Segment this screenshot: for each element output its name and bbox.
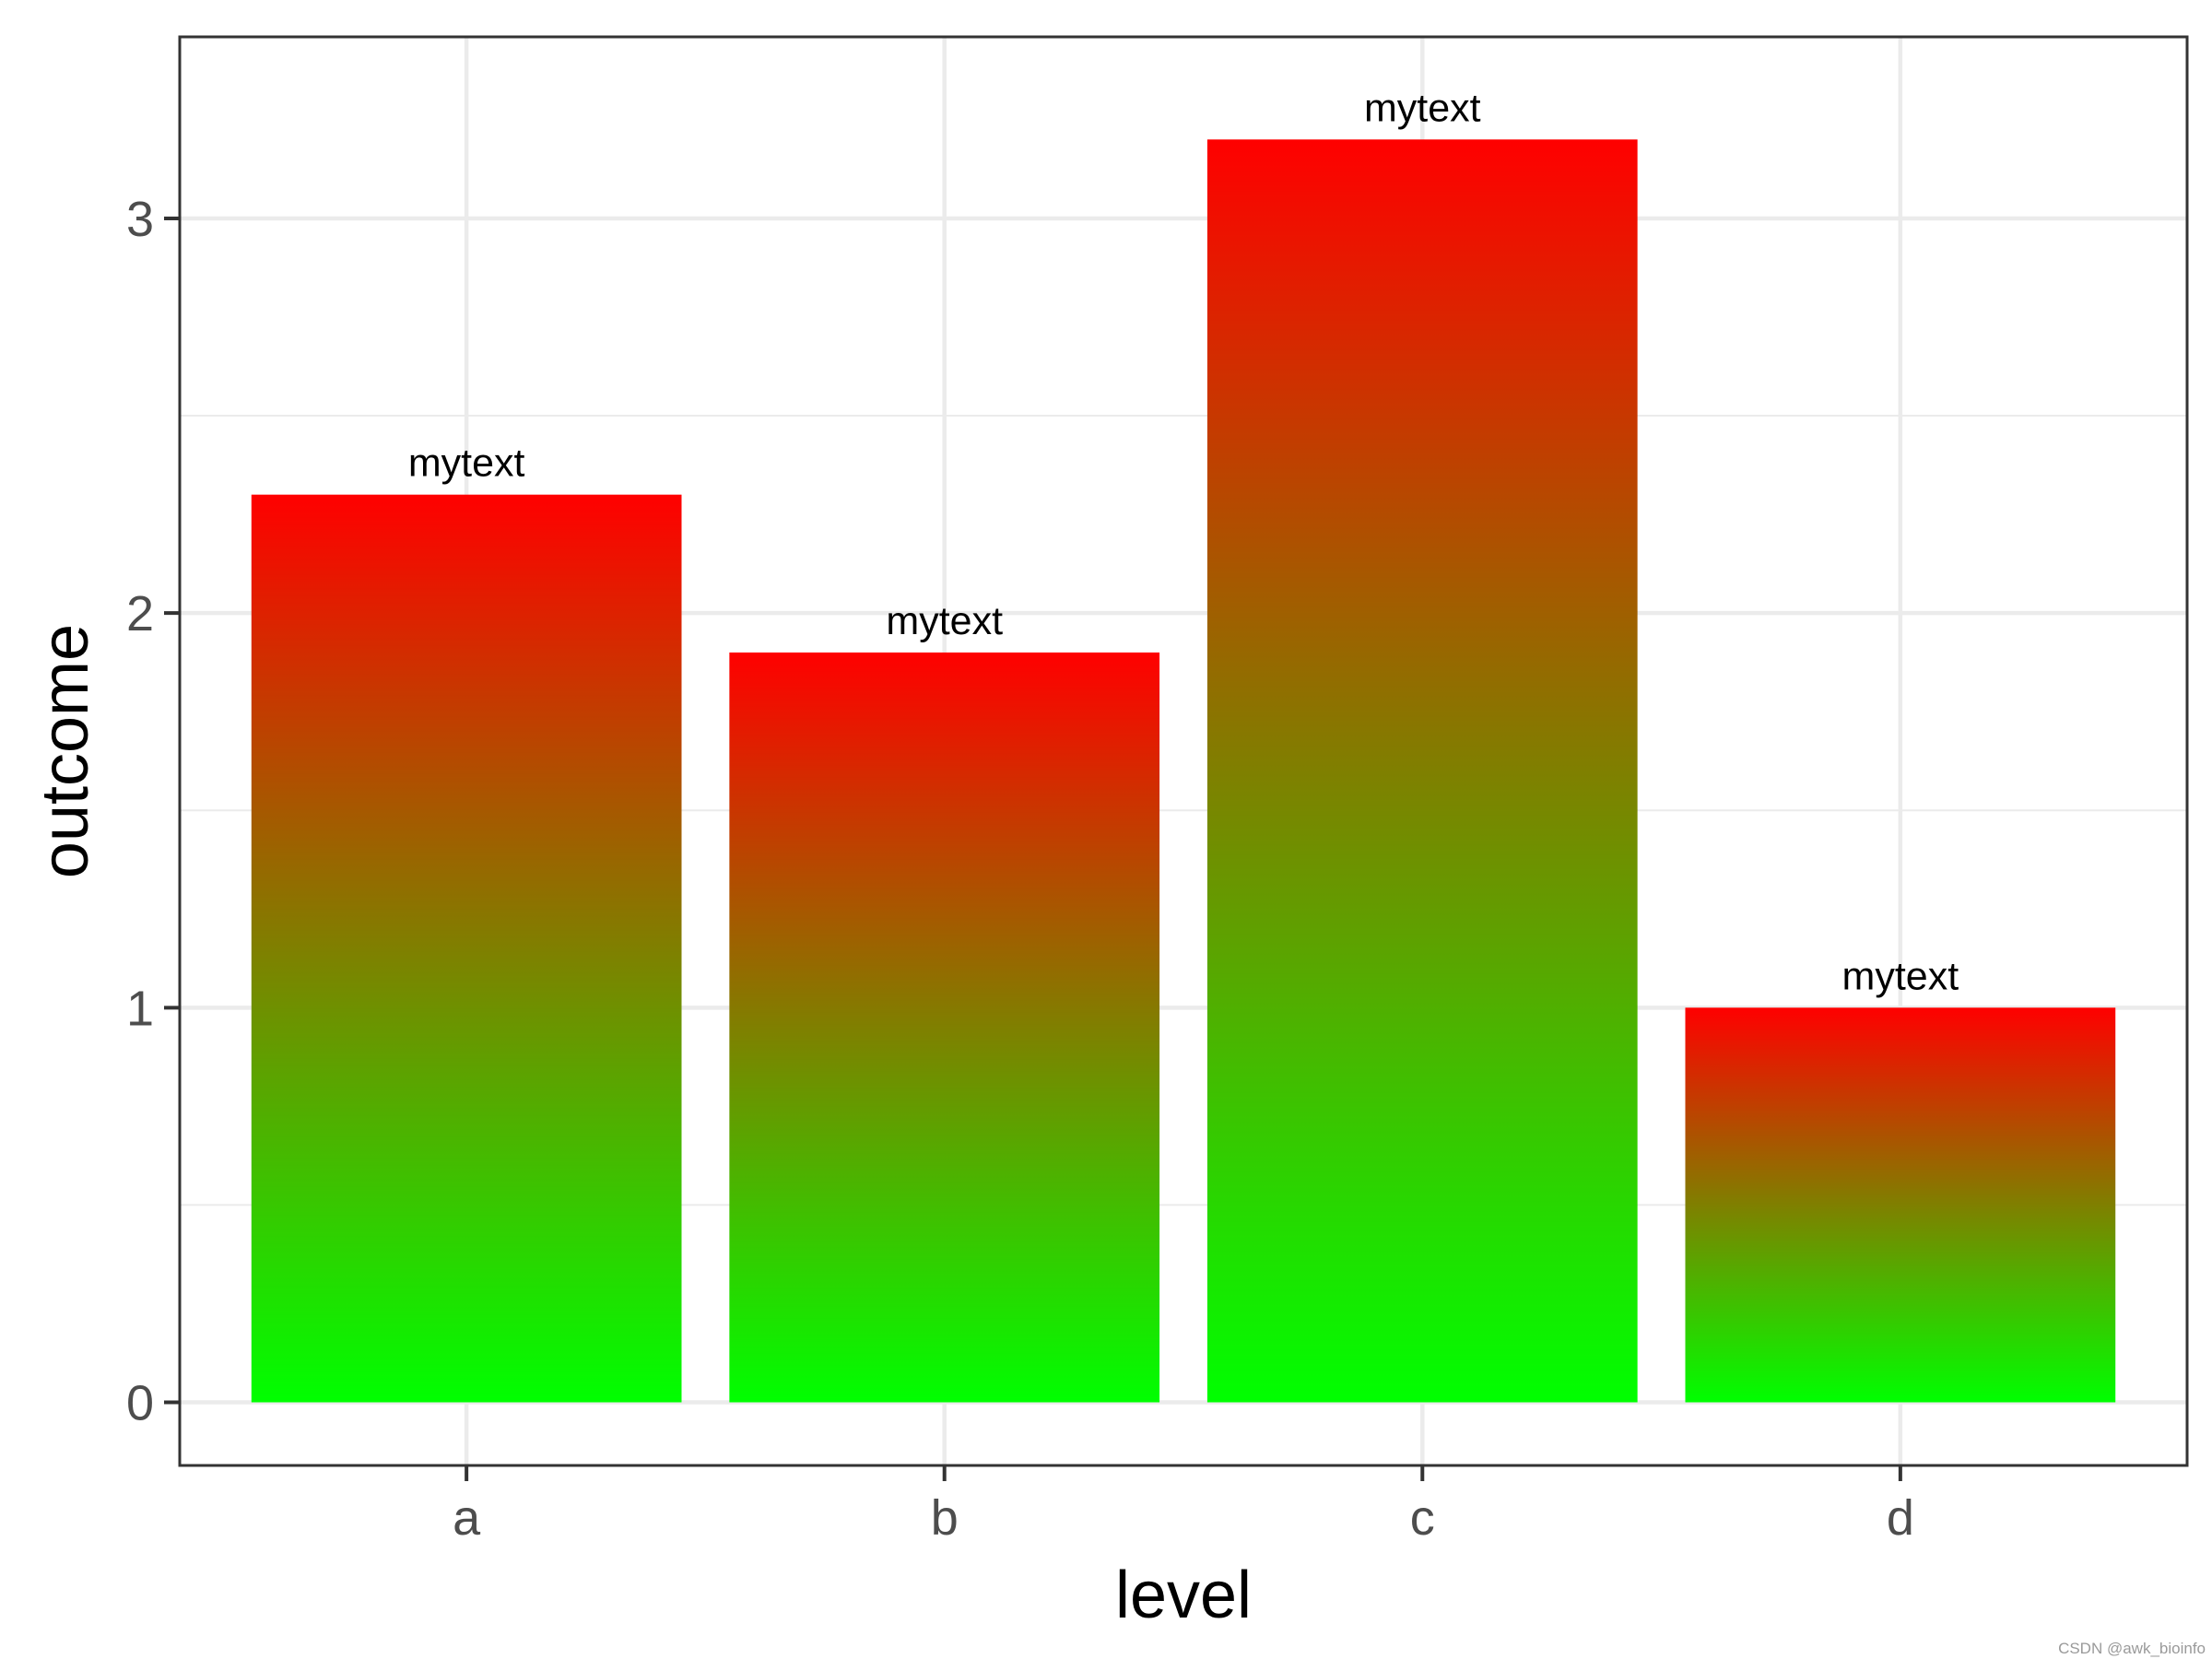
plot-panel-border — [178, 35, 2189, 1467]
bar-labels: mytext mytext mytext mytext — [408, 86, 1959, 998]
bar-b — [729, 652, 1160, 1403]
x-tick-label-d: d — [1887, 1490, 1914, 1546]
y-axis-title: outcome — [29, 624, 102, 878]
bar-d — [1685, 1007, 2116, 1403]
bars — [251, 139, 2116, 1403]
x-axis-title: level — [1115, 1559, 1252, 1632]
bar-label-c: mytext — [1364, 86, 1481, 130]
y-tick-label-3: 3 — [126, 192, 154, 247]
bar-label-a: mytext — [408, 441, 525, 486]
bar-c — [1206, 139, 1638, 1403]
y-tick-label-1: 1 — [126, 981, 154, 1036]
bar-label-d: mytext — [1842, 954, 1959, 998]
bar-a — [251, 494, 682, 1403]
x-tick-label-c: c — [1410, 1490, 1435, 1546]
bar-label-b: mytext — [886, 599, 1003, 643]
x-axis: a b c d — [453, 1465, 1914, 1546]
watermark: CSDN @awk_bioinfo — [2058, 1640, 2206, 1657]
y-axis: 0 1 2 3 — [126, 192, 180, 1430]
x-tick-label-a: a — [453, 1490, 481, 1546]
y-tick-label-2: 2 — [126, 586, 154, 641]
x-tick-label-b: b — [931, 1490, 959, 1546]
y-tick-label-0: 0 — [126, 1375, 154, 1430]
